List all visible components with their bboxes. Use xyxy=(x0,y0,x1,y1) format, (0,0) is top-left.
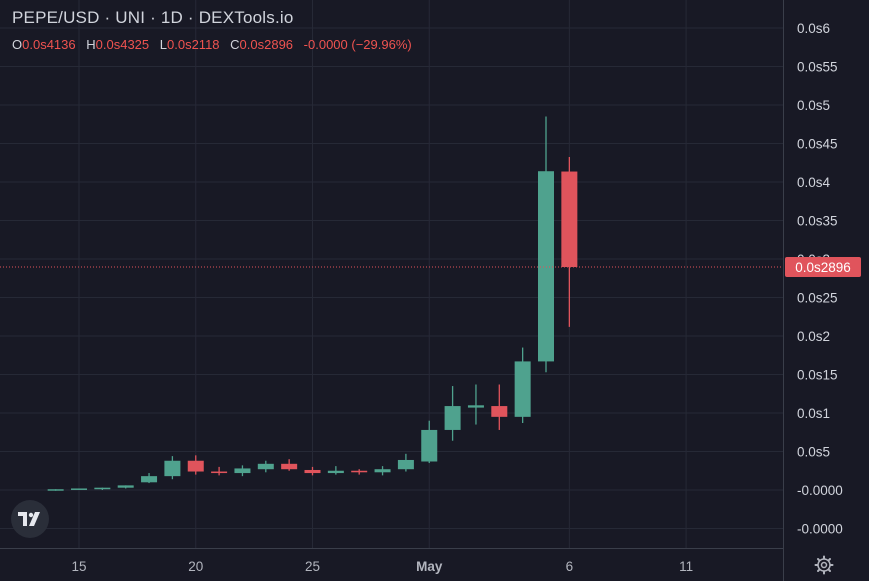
candle-up xyxy=(538,116,554,373)
candle-up xyxy=(164,456,181,480)
price-tick-label: 0.0s6 xyxy=(797,21,830,36)
candle-up xyxy=(467,384,484,425)
price-tick-label: 0.0s5 xyxy=(797,98,830,113)
candle-up xyxy=(117,485,134,489)
price-tick-label: 0.0s1 xyxy=(797,406,830,421)
close-value: 0.0s2896 xyxy=(239,37,294,52)
last-price-label: 0.0s2896 xyxy=(795,260,851,275)
time-tick-label: 11 xyxy=(679,559,693,574)
candles xyxy=(47,116,578,491)
candle-body xyxy=(491,406,508,417)
candle-body xyxy=(444,406,461,430)
price-tick-label: 0.0s5 xyxy=(797,445,830,460)
time-tick-label: May xyxy=(416,559,443,574)
grid xyxy=(0,0,783,548)
change-value: -0.0000 (−29.96%) xyxy=(303,37,412,52)
price-tick-label: 0.0s55 xyxy=(797,60,838,75)
open-value: 0.0s4136 xyxy=(22,37,76,52)
candle-down xyxy=(491,384,508,430)
candle-body xyxy=(164,460,181,477)
candle-body xyxy=(187,460,204,472)
candle-body xyxy=(94,487,111,490)
time-tick-label: 6 xyxy=(566,559,574,574)
candle-down xyxy=(304,466,321,476)
gear-icon[interactable] xyxy=(813,554,835,576)
candle-body xyxy=(234,468,251,474)
last-price-tag xyxy=(785,257,861,278)
candle-down xyxy=(187,455,204,475)
candle-down xyxy=(281,459,298,471)
candle-body xyxy=(304,469,321,474)
candle-up xyxy=(257,460,274,473)
price-tick-label: 0.0s4 xyxy=(797,175,831,190)
candle-body xyxy=(514,361,531,417)
candle-body xyxy=(397,459,414,470)
tradingview-logo-icon[interactable] xyxy=(11,500,49,538)
close-key: C xyxy=(230,37,240,52)
time-tick-label: 15 xyxy=(71,559,86,574)
price-tick-label: 0.0s25 xyxy=(797,291,838,306)
candle-body xyxy=(281,463,298,470)
candle-body xyxy=(421,429,438,462)
candle-body xyxy=(117,485,134,488)
candle-body xyxy=(211,471,228,474)
candle-up xyxy=(94,487,111,490)
price-tick-label: 0.0s45 xyxy=(797,137,838,152)
time-tick-label: 25 xyxy=(305,559,320,574)
candle-up xyxy=(327,466,344,475)
price-tick-label: 0.0s15 xyxy=(797,368,838,383)
candle-body xyxy=(351,470,368,473)
low-key: L xyxy=(159,37,167,52)
ohlc-legend: O0.0s4136 H0.0s4325 L0.0s2118 C0.0s2896 … xyxy=(12,37,419,52)
high-value: 0.0s4325 xyxy=(95,37,150,52)
candle-up xyxy=(374,466,391,476)
candle-body xyxy=(467,405,484,408)
candle-up xyxy=(71,488,87,490)
time-tick-label: 20 xyxy=(188,559,203,574)
candle-body xyxy=(538,171,554,362)
candle-body xyxy=(141,476,158,483)
candle-body xyxy=(374,469,391,473)
price-tick-label: 0.0s2 xyxy=(797,329,830,344)
candle-down xyxy=(351,469,368,475)
candle-body xyxy=(327,470,344,474)
candle-up xyxy=(397,453,414,472)
candle-up xyxy=(141,473,158,484)
candle-down xyxy=(561,156,578,327)
symbol-title[interactable]: PEPE/USD · UNI · 1D · DEXTools.io xyxy=(12,8,294,27)
candle-down xyxy=(211,466,228,476)
open-key: O xyxy=(12,37,23,52)
candle-body xyxy=(47,489,64,491)
candle-up xyxy=(514,347,531,424)
price-tick-label: -0.0000 xyxy=(797,522,843,537)
candle-up xyxy=(421,420,438,464)
candle-body xyxy=(257,463,274,470)
price-tick-label: 0.0s35 xyxy=(797,214,838,229)
low-value: 0.0s2118 xyxy=(167,37,220,52)
candle-up xyxy=(47,489,64,491)
price-tick-label: -0.0000 xyxy=(797,483,843,498)
candle-body xyxy=(561,171,578,268)
candle-body xyxy=(71,488,87,490)
candle-up xyxy=(444,386,461,441)
candle-up xyxy=(234,465,251,477)
high-key: H xyxy=(86,37,96,52)
